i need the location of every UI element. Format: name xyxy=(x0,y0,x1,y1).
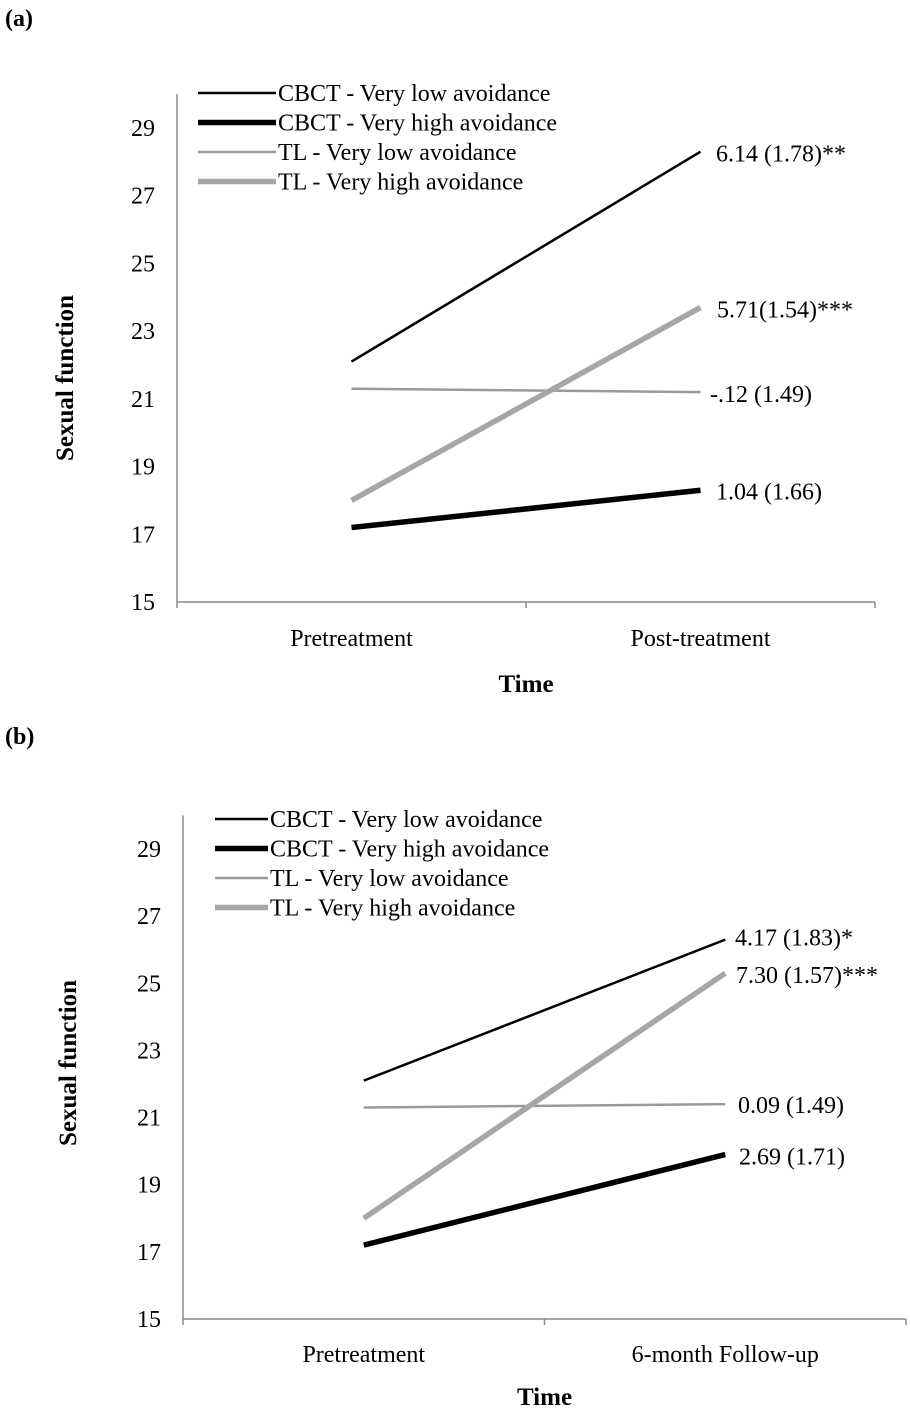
legend-entry: TL - Very low avoidance xyxy=(270,866,509,892)
x-tick-label: Pretreatment xyxy=(290,626,413,652)
panel-label: (b) xyxy=(5,724,35,750)
legend-entry: CBCT - Very low avoidance xyxy=(278,81,550,107)
y-tick-label: 21 xyxy=(131,387,155,413)
line-chart-a: 15 17 19 21 23 25 27 29 Pretreatment Post-treatme… xyxy=(52,81,876,698)
chart-panel-a: (a) 15 17 19 21 23 25 27 29 Pretreatment Post-tre… xyxy=(0,0,910,705)
y-tick-label: 23 xyxy=(131,319,155,345)
data-label: -.12 (1.49) xyxy=(710,382,812,408)
panel-label: (a) xyxy=(5,6,33,32)
series-line-tl-very-low-avoidance xyxy=(363,1102,726,1109)
data-label: 2.69 (1.71) xyxy=(739,1145,845,1171)
data-label: 0.09 (1.49) xyxy=(738,1093,844,1119)
y-tick-label: 17 xyxy=(131,522,155,548)
y-tick-label: 21 xyxy=(137,1106,161,1132)
y-tick-label: 23 xyxy=(137,1038,161,1064)
x-axis-title: Time xyxy=(498,671,553,698)
legend-entry: TL - Very high avoidance xyxy=(278,170,523,196)
data-label: 6.14 (1.78)** xyxy=(716,142,846,168)
y-tick-label: 15 xyxy=(137,1307,161,1333)
data-label: 7.30 (1.57)*** xyxy=(736,963,878,989)
series-line-tl-very-high-avoidance xyxy=(350,305,702,503)
x-axis-title: Time xyxy=(517,1384,572,1411)
data-label: 5.71(1.54)*** xyxy=(717,297,853,323)
y-axis-title: Sexual function xyxy=(52,295,79,461)
y-tick-label: 25 xyxy=(137,971,161,997)
series-line-cbct-very-high-avoidance xyxy=(351,487,701,531)
y-tick-label: 15 xyxy=(131,590,155,616)
legend-entry: CBCT - Very high avoidance xyxy=(270,837,549,863)
chart-panel-b: (b) 15 17 19 21 23 25 27 29 Pretreatment 6-month … xyxy=(0,718,910,1417)
series-line-cbct-very-high-avoidance xyxy=(363,1151,726,1248)
legend-entry: CBCT - Very high avoidance xyxy=(278,111,557,137)
x-tick-label: Post-treatment xyxy=(631,626,771,652)
series-line-tl-very-high-avoidance xyxy=(362,970,727,1221)
data-label: 4.17 (1.83)* xyxy=(735,926,853,952)
series-line-cbct-very-low-avoidance xyxy=(363,938,726,1082)
series-line-cbct-very-low-avoidance xyxy=(350,150,702,363)
x-tick-label: Pretreatment xyxy=(302,1342,425,1368)
y-tick-label: 19 xyxy=(137,1173,161,1199)
y-tick-label: 25 xyxy=(131,251,155,277)
y-tick-label: 17 xyxy=(137,1240,161,1266)
x-tick-label: 6-month Follow-up xyxy=(632,1342,819,1368)
data-label: 1.04 (1.66) xyxy=(716,479,822,505)
y-tick-label: 29 xyxy=(131,116,155,142)
y-tick-label: 27 xyxy=(131,184,155,210)
y-tick-label: 29 xyxy=(137,837,161,863)
y-axis-title: Sexual function xyxy=(55,980,82,1146)
series-line-tl-very-low-avoidance xyxy=(351,387,701,394)
legend-entry: CBCT - Very low avoidance xyxy=(270,807,542,833)
y-tick-label: 27 xyxy=(137,904,161,930)
legend-entry: TL - Very high avoidance xyxy=(270,896,515,922)
y-tick-label: 19 xyxy=(131,455,155,481)
legend-entry: TL - Very low avoidance xyxy=(278,140,517,166)
line-chart-b: 15 17 19 21 23 25 27 29 Pretreatment 6-month Foll… xyxy=(55,807,907,1411)
